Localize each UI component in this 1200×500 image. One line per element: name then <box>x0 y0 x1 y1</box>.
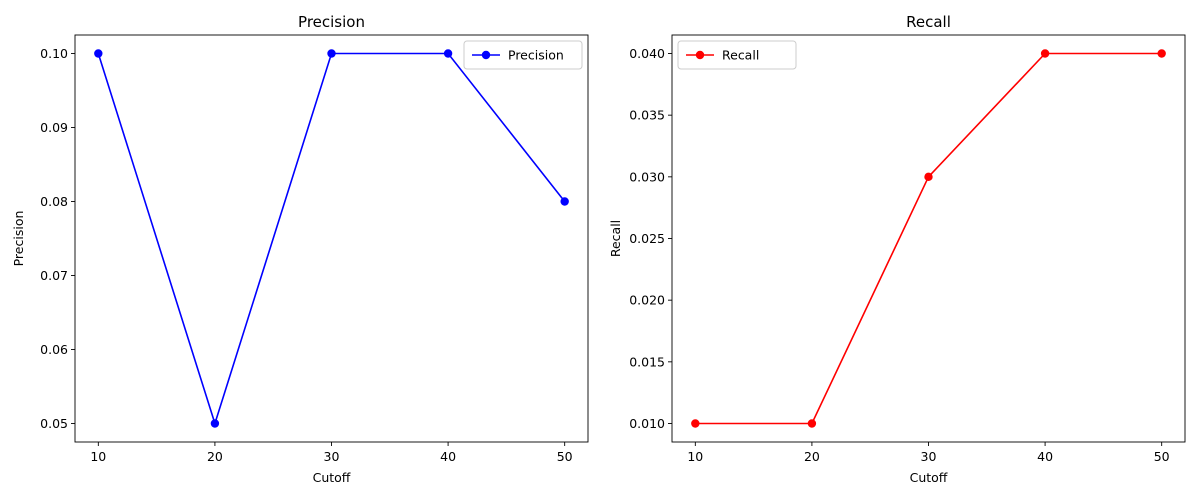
y-tick-label: 0.05 <box>40 416 68 431</box>
y-axis-label: Precision <box>11 211 26 267</box>
data-point <box>210 419 220 428</box>
legend: Recall <box>677 40 797 70</box>
precision-panel: Precision 10 20 30 40 50 0.05 0.06 0.07 0.08 0.09 0… <box>11 13 589 485</box>
data-point <box>443 49 453 58</box>
x-axis-label: Cutoff <box>910 470 948 485</box>
x-axis-label: Cutoff <box>313 470 351 485</box>
y-tick-label: 0.09 <box>40 120 68 135</box>
chart-title: Recall <box>906 13 951 31</box>
y-tick-label: 0.07 <box>40 268 68 283</box>
series-line <box>97 52 566 427</box>
axes-frame <box>74 34 589 443</box>
y-tick-label: 0.06 <box>40 342 68 357</box>
y-tick-label: 0.015 <box>629 354 665 369</box>
data-point <box>807 419 817 428</box>
x-tick-label: 40 <box>440 449 456 464</box>
y-tick-label: 0.025 <box>629 231 665 246</box>
legend: Precision <box>463 40 583 70</box>
series-line <box>695 52 1162 425</box>
y-tick-label: 0.040 <box>629 46 665 61</box>
legend-marker <box>695 50 705 60</box>
y-tick-label: 0.10 <box>40 46 68 61</box>
y-tick-label: 0.030 <box>629 169 665 184</box>
recall-panel: Recall 10 20 30 40 50 0.010 0.015 0.020 0.025 0.03… <box>608 13 1186 485</box>
data-point <box>94 49 103 58</box>
data-point <box>327 49 336 58</box>
x-tick-label: 50 <box>1154 449 1170 464</box>
x-tick-label: 10 <box>90 449 106 464</box>
y-tick-label: 0.020 <box>629 293 665 308</box>
x-tick-label: 30 <box>921 449 937 464</box>
x-tick-label: 10 <box>687 449 703 464</box>
legend-label: Precision <box>508 48 564 63</box>
legend-marker <box>481 50 491 60</box>
x-tick-label: 20 <box>804 449 820 464</box>
y-tick-label: 0.035 <box>629 108 665 123</box>
legend-box <box>677 40 797 70</box>
x-tick-label: 30 <box>324 449 340 464</box>
data-point <box>1157 49 1166 58</box>
legend-label: Recall <box>722 48 759 63</box>
axes-frame <box>671 34 1186 443</box>
data-point <box>924 172 933 182</box>
x-tick-label: 20 <box>207 449 223 464</box>
y-tick-label: 0.010 <box>629 416 665 431</box>
x-tick-label: 50 <box>557 449 573 464</box>
y-axis-label: Recall <box>608 220 623 257</box>
data-point <box>691 419 700 428</box>
data-point <box>1040 49 1050 58</box>
chart-title: Precision <box>298 13 365 31</box>
legend-box <box>463 40 583 70</box>
y-tick-label: 0.08 <box>40 194 68 209</box>
data-point <box>560 197 569 206</box>
x-tick-label: 40 <box>1037 449 1053 464</box>
